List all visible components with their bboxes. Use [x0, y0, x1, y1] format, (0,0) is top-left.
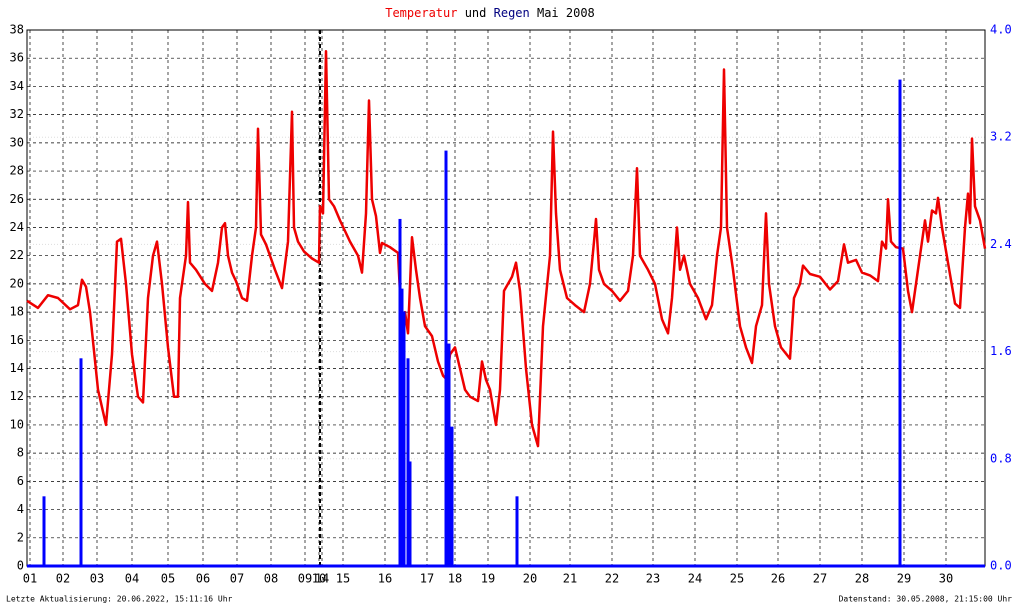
footer-left: Letzte Aktualisierung: 20.06.2022, 15:11… [6, 595, 233, 604]
y-tick-label: 20 [10, 276, 24, 290]
y-tick-label: 2 [17, 530, 24, 544]
title-suffix: Mai 2008 [537, 6, 595, 20]
x-tick-label: 21 [563, 572, 577, 586]
y-tick-label: 26 [10, 192, 24, 206]
rain-bar [402, 311, 406, 566]
y-tick-label: 18 [10, 305, 24, 319]
rain-bar [406, 358, 410, 566]
x-tick-label: 09 [298, 572, 312, 586]
x-tick-label: 22 [605, 572, 619, 586]
x-tick-label: 24 [688, 572, 702, 586]
rain-bar [515, 496, 519, 566]
x-tick-label: 25 [730, 572, 744, 586]
title-temperature: Temperatur [385, 6, 457, 20]
x-tick-label: 28 [855, 572, 869, 586]
x-tick-label: 17 [420, 572, 434, 586]
rain-bar [450, 426, 454, 566]
y-tick-label: 36 [10, 51, 24, 65]
x-tick-label: 16 [378, 572, 392, 586]
y-tick-label: 34 [10, 79, 24, 93]
footer-right: Datenstand: 30.05.2008, 21:15:00 Uhr [839, 595, 1013, 604]
x-tick-label: 23 [646, 572, 660, 586]
x-tick-label: 20 [523, 572, 537, 586]
y-tick-label: 32 [10, 107, 24, 121]
y-tick-label: 14 [10, 361, 24, 375]
x-tick-label: 15 [336, 572, 350, 586]
rain-bar [447, 343, 451, 566]
x-tick-label: 29 [897, 572, 911, 586]
title-joiner: und [465, 6, 487, 20]
rain-bar [898, 79, 902, 566]
y-tick-label: 8 [17, 446, 24, 460]
rain-bar [79, 358, 83, 566]
y-tick-label: 6 [17, 474, 24, 488]
y2-tick-label: 2.4 [990, 237, 1012, 251]
x-tick-label: 02 [56, 572, 70, 586]
plot-frame [26, 29, 986, 567]
x-tick-label: 30 [939, 572, 953, 586]
y-tick-label: 22 [10, 248, 24, 262]
temperature-line [26, 49, 987, 448]
y-tick-label: 16 [10, 333, 24, 347]
y2-tick-label: 1.6 [990, 344, 1012, 358]
x-tick-label: 05 [161, 572, 175, 586]
x-tick-label: 04 [125, 572, 139, 586]
x-tick-label: 26 [771, 572, 785, 586]
rain-bar [398, 218, 402, 566]
x-tick-label: 01 [23, 572, 37, 586]
rain-bar [400, 288, 404, 566]
y-tick-label: 4 [17, 502, 24, 516]
rain-bar [42, 496, 46, 566]
x-tick-label: 18 [448, 572, 462, 586]
x-tick-label: 08 [264, 572, 278, 586]
y-tick-label: 12 [10, 389, 24, 403]
y-tick-label: 38 [10, 23, 24, 37]
x-tick-label: 19 [481, 572, 495, 586]
y-tick-label: 10 [10, 417, 24, 431]
y2-tick-label: 4.0 [990, 23, 1012, 37]
x-tick-label: 07 [230, 572, 244, 586]
rain-bar [408, 461, 412, 566]
chart-title: Temperatur und Regen Mai 2008 [385, 6, 595, 20]
x-tick-label: 27 [813, 572, 827, 586]
x-tick-label: 10 [312, 572, 326, 586]
rain-bar [444, 150, 448, 566]
y-tick-label: 28 [10, 164, 24, 178]
x-tick-label: 03 [90, 572, 104, 586]
title-rain: Regen [494, 6, 530, 20]
y-tick-label: 24 [10, 220, 24, 234]
y2-tick-label: 3.2 [990, 130, 1012, 144]
x-tick-label: 14 [315, 572, 329, 586]
y-tick-label: 30 [10, 135, 24, 149]
y2-tick-label: 0.0 [990, 559, 1012, 573]
y-tick-label: 0 [17, 559, 24, 573]
y2-tick-label: 0.8 [990, 451, 1012, 465]
x-tick-label: 06 [196, 572, 210, 586]
